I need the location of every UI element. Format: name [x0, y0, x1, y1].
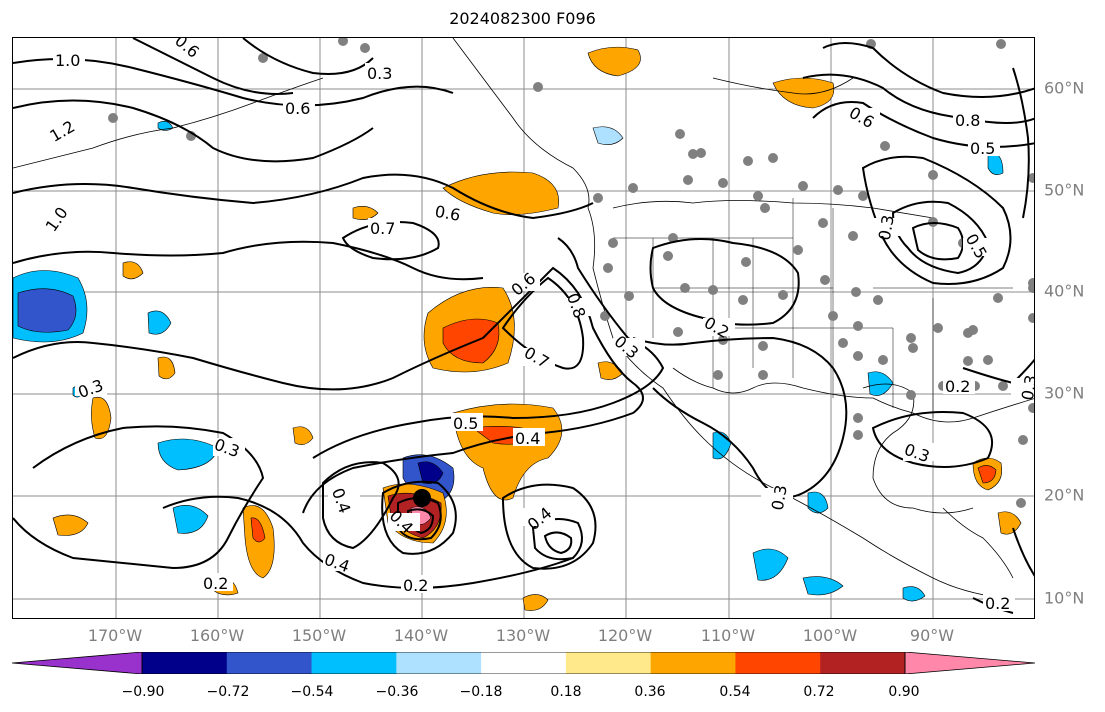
contour-label: 0.6	[285, 99, 310, 118]
lat-tick-label: 30°N	[1044, 383, 1085, 403]
lon-tick-label: 120°W	[597, 626, 653, 645]
colorbar-segment	[565, 652, 652, 674]
colorbar-segment	[650, 652, 736, 674]
lon-tick-label: 100°W	[802, 626, 858, 645]
colorbar-extend-min	[12, 652, 142, 674]
colorbar-tick-label: 0.36	[634, 684, 666, 700]
colorbar-segments	[12, 652, 1035, 674]
lon-tick-label: 90°W	[909, 626, 955, 645]
contour-label: 0.3	[768, 484, 791, 512]
colorbar-segment	[481, 652, 567, 674]
map-title: 2024082300 F096	[449, 9, 596, 28]
contour-label: 0.4	[515, 429, 540, 448]
contour-lines	[13, 38, 1034, 614]
contour-label: 0.5	[962, 230, 991, 262]
lat-tick-label: 50°N	[1044, 180, 1085, 200]
contour-label: 1.0	[55, 51, 80, 70]
lon-tick-label: 160°W	[189, 626, 245, 645]
colorbar-tick-label: −0.54	[290, 684, 334, 700]
contour-label: 0.6	[433, 202, 461, 225]
contour-label: 0.5	[970, 139, 995, 158]
map-panel[interactable]: 1.0 1.2 1.0 0.3 0.6 0.6 0.7 0.6 0.6 0.7 …	[12, 37, 1035, 619]
contour-label: 0.3	[611, 332, 643, 363]
contour-label: 0.3	[1018, 374, 1035, 402]
colorbar-tick-label: −0.72	[206, 684, 250, 700]
lon-tick-label: 130°W	[495, 626, 551, 645]
state-borders	[613, 198, 1013, 418]
contour-label: 0.8	[955, 111, 980, 130]
colorbar	[12, 652, 1035, 674]
lon-tick-label: 140°W	[393, 626, 449, 645]
colorbar-tick-label: −0.90	[121, 684, 165, 700]
lat-tick-label: 10°N	[1044, 588, 1085, 608]
contour-label: 0.4	[328, 485, 355, 515]
storm-center-marker[interactable]	[413, 489, 431, 507]
colorbar-extend-max	[905, 652, 1035, 674]
contour-label: 0.5	[453, 414, 478, 433]
contour-label: 0.7	[370, 219, 395, 238]
lon-tick-label: 170°W	[87, 626, 143, 645]
lat-tick-label: 60°N	[1044, 78, 1085, 98]
contour-label: 0.3	[875, 214, 898, 242]
contour-label: 0.2	[945, 377, 970, 396]
contour-labels: 1.0 1.2 1.0 0.3 0.6 0.6 0.7 0.6 0.6 0.7 …	[41, 38, 1035, 613]
lon-tick-label: 150°W	[291, 626, 347, 645]
colorbar-tick-label: 0.18	[550, 684, 582, 700]
contour-label: 0.8	[563, 290, 590, 320]
station-dots	[108, 38, 1034, 508]
colorbar-tick-label: 0.90	[888, 684, 920, 700]
colorbar-segment	[396, 652, 482, 674]
contour-label: 0.3	[367, 64, 392, 83]
contour-label: 0.4	[524, 503, 556, 534]
gridlines	[13, 38, 1034, 618]
shaded-anomalies	[13, 46, 1022, 611]
colorbar-segment	[735, 652, 821, 674]
colorbar-segment	[142, 652, 228, 674]
colorbar-tick-label: 0.54	[719, 684, 751, 700]
colorbar-segment	[226, 652, 313, 674]
colorbar-tick-label: −0.18	[459, 684, 503, 700]
contour-label: 0.2	[701, 313, 733, 342]
lat-tick-label: 20°N	[1044, 485, 1085, 505]
lat-tick-label: 40°N	[1044, 281, 1085, 301]
colorbar-segment	[311, 652, 397, 674]
contour-label: 0.2	[403, 576, 428, 595]
colorbar-segment	[820, 652, 906, 674]
lon-tick-label: 110°W	[700, 626, 756, 645]
contour-label: 0.2	[985, 594, 1010, 613]
map-canvas: 1.0 1.2 1.0 0.3 0.6 0.6 0.7 0.6 0.6 0.7 …	[13, 38, 1035, 618]
colorbar-tick-label: −0.36	[375, 684, 419, 700]
contour-label: 0.6	[846, 103, 878, 132]
colorbar-tick-label: 0.72	[803, 684, 835, 700]
contour-label: 0.2	[203, 574, 228, 593]
